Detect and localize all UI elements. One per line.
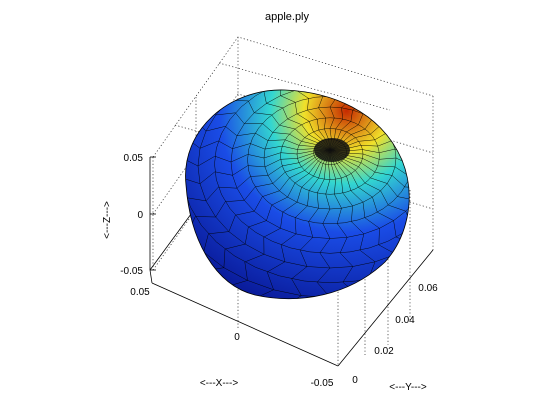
y-tick-label: 0 — [352, 375, 358, 386]
y-axis-label: <---Y---> — [389, 382, 427, 393]
z-axis-label: <---Z---> — [102, 201, 113, 239]
y-tick-label: 0.04 — [395, 315, 415, 326]
y-tick-label: 0.02 — [374, 346, 394, 357]
z-tick-label: -0.05 — [120, 266, 143, 277]
z-tick-label: 0.05 — [124, 153, 144, 164]
x-axis-label: <---X---> — [200, 378, 238, 389]
y-tick-label: 0.06 — [418, 283, 438, 294]
stem-cavity — [314, 138, 350, 162]
apple-surface — [185, 89, 410, 300]
z-tick-label: 0 — [137, 210, 143, 221]
x-tick-label: 0.05 — [130, 287, 150, 298]
x-tick-label: -0.05 — [311, 378, 334, 389]
chart-title: apple.ply — [265, 11, 310, 23]
x-tick-label: 0 — [234, 332, 240, 343]
